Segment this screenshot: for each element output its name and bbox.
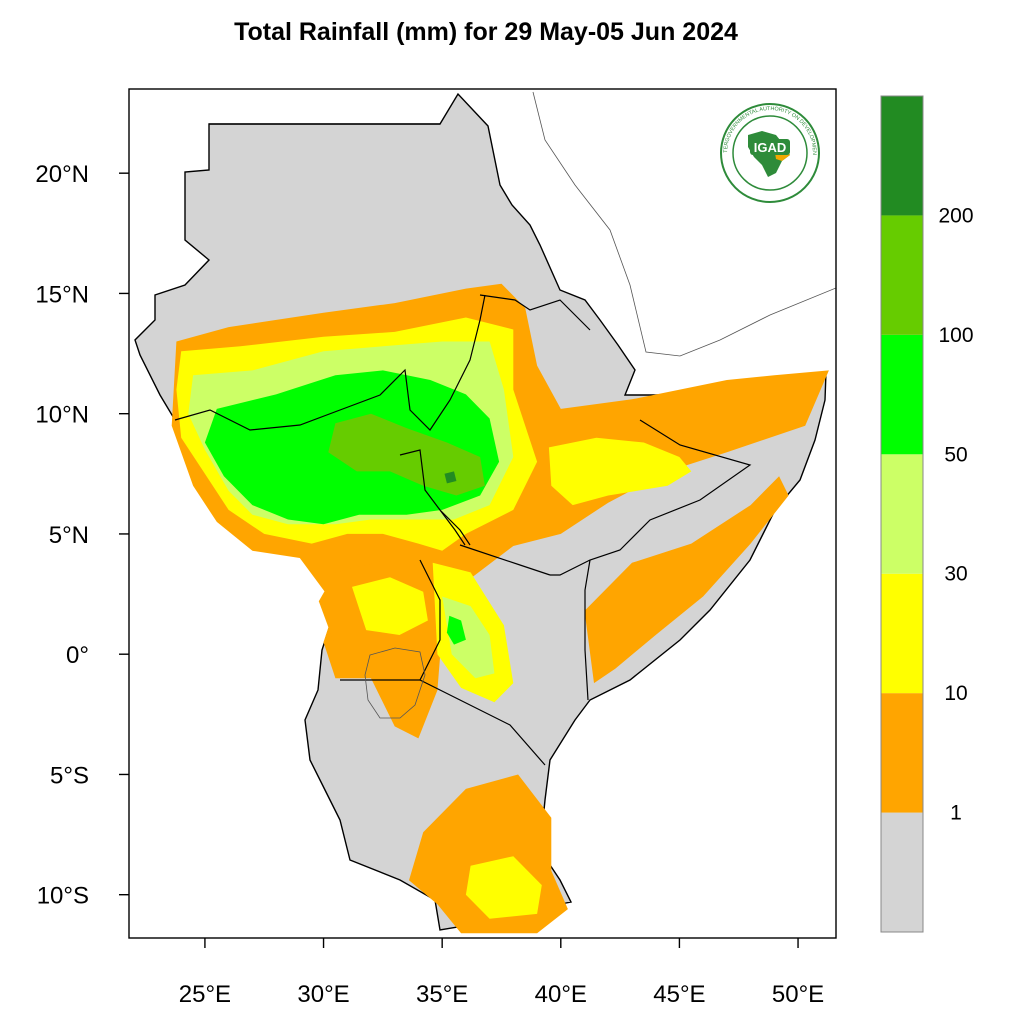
y-tick-label: 15°N: [35, 281, 89, 308]
x-axis: 25°E 30°E 35°E 40°E 45°E 50°E: [179, 938, 824, 1008]
legend-swatch: [881, 96, 923, 216]
border-ethiopia-eritrea: [479, 294, 591, 331]
y-tick-label: 5°S: [50, 762, 89, 789]
central-max-spot: [444, 471, 457, 484]
legend-label: 200: [938, 204, 973, 227]
x-tick-label: 45°E: [653, 981, 705, 1008]
y-tick-label: 10°S: [37, 883, 89, 910]
logo-label-badge: [750, 139, 790, 155]
somalia-coast-orange: [584, 476, 789, 684]
legend-frame: [880, 95, 924, 933]
kenya-highlands-lightgreen: [442, 596, 495, 679]
border-ethiopia-somalia: [550, 419, 752, 576]
y-axis: 20°N 15°N 10°N 5°N 0° 5°S 10°S: [35, 161, 129, 910]
colorbar-legend: 1 10 30 50 100 200: [880, 95, 974, 933]
border-southsudan-east: [399, 449, 466, 546]
logo-text: IGAD: [754, 140, 787, 155]
land-outside-region: [532, 91, 836, 357]
legend-swatch: [881, 215, 923, 335]
y-tick-label: 20°N: [35, 161, 89, 188]
x-tick-label: 50°E: [772, 981, 824, 1008]
legend-label: 100: [938, 324, 973, 347]
border-uganda-kenya: [419, 559, 441, 681]
x-tick-label: 40°E: [535, 981, 587, 1008]
x-tick-label: 25°E: [179, 981, 231, 1008]
rainfall-layers: [171, 283, 829, 934]
lake-victoria: [364, 647, 426, 719]
legend-label: 50: [944, 443, 967, 466]
y-tick-label: 0°: [66, 642, 89, 669]
kenya-highlands-green: [446, 615, 466, 645]
legend-swatch: [881, 334, 923, 455]
y-tick-label: 10°N: [35, 402, 89, 429]
border-kenya-tanzania: [419, 679, 546, 766]
legend-swatch: [881, 693, 923, 813]
legend-swatch: [881, 454, 923, 574]
legend-swatch: [881, 812, 923, 932]
lake-victoria-yellow: [352, 577, 428, 635]
ethiopia-east-yellow: [548, 437, 692, 506]
border-kenya-ethiopia: [459, 544, 551, 576]
legend-label: 30: [944, 563, 967, 586]
border-ethiopia-southsudan: [439, 509, 471, 546]
igad-logo: IGAD INTERGOVERNMENTAL AUTHORITY ON DEVE…: [720, 103, 820, 203]
plot-frame: [128, 88, 837, 939]
border-sudan-southsudan: [174, 294, 486, 431]
legend-swatch: [881, 573, 923, 694]
country-borders: [174, 123, 752, 766]
chart-title: Total Rainfall (mm) for 29 May-05 Jun 20…: [234, 18, 738, 46]
y-tick-label: 5°N: [49, 522, 89, 549]
x-tick-label: 30°E: [297, 981, 349, 1008]
border-kenya-somalia: [584, 559, 591, 701]
legend-label: 10: [944, 682, 967, 705]
logo-inner-ring: [732, 115, 808, 191]
tanzania-south-yellow: [465, 856, 542, 919]
legend-label: 1: [950, 802, 962, 825]
x-tick-label: 35°E: [416, 981, 468, 1008]
